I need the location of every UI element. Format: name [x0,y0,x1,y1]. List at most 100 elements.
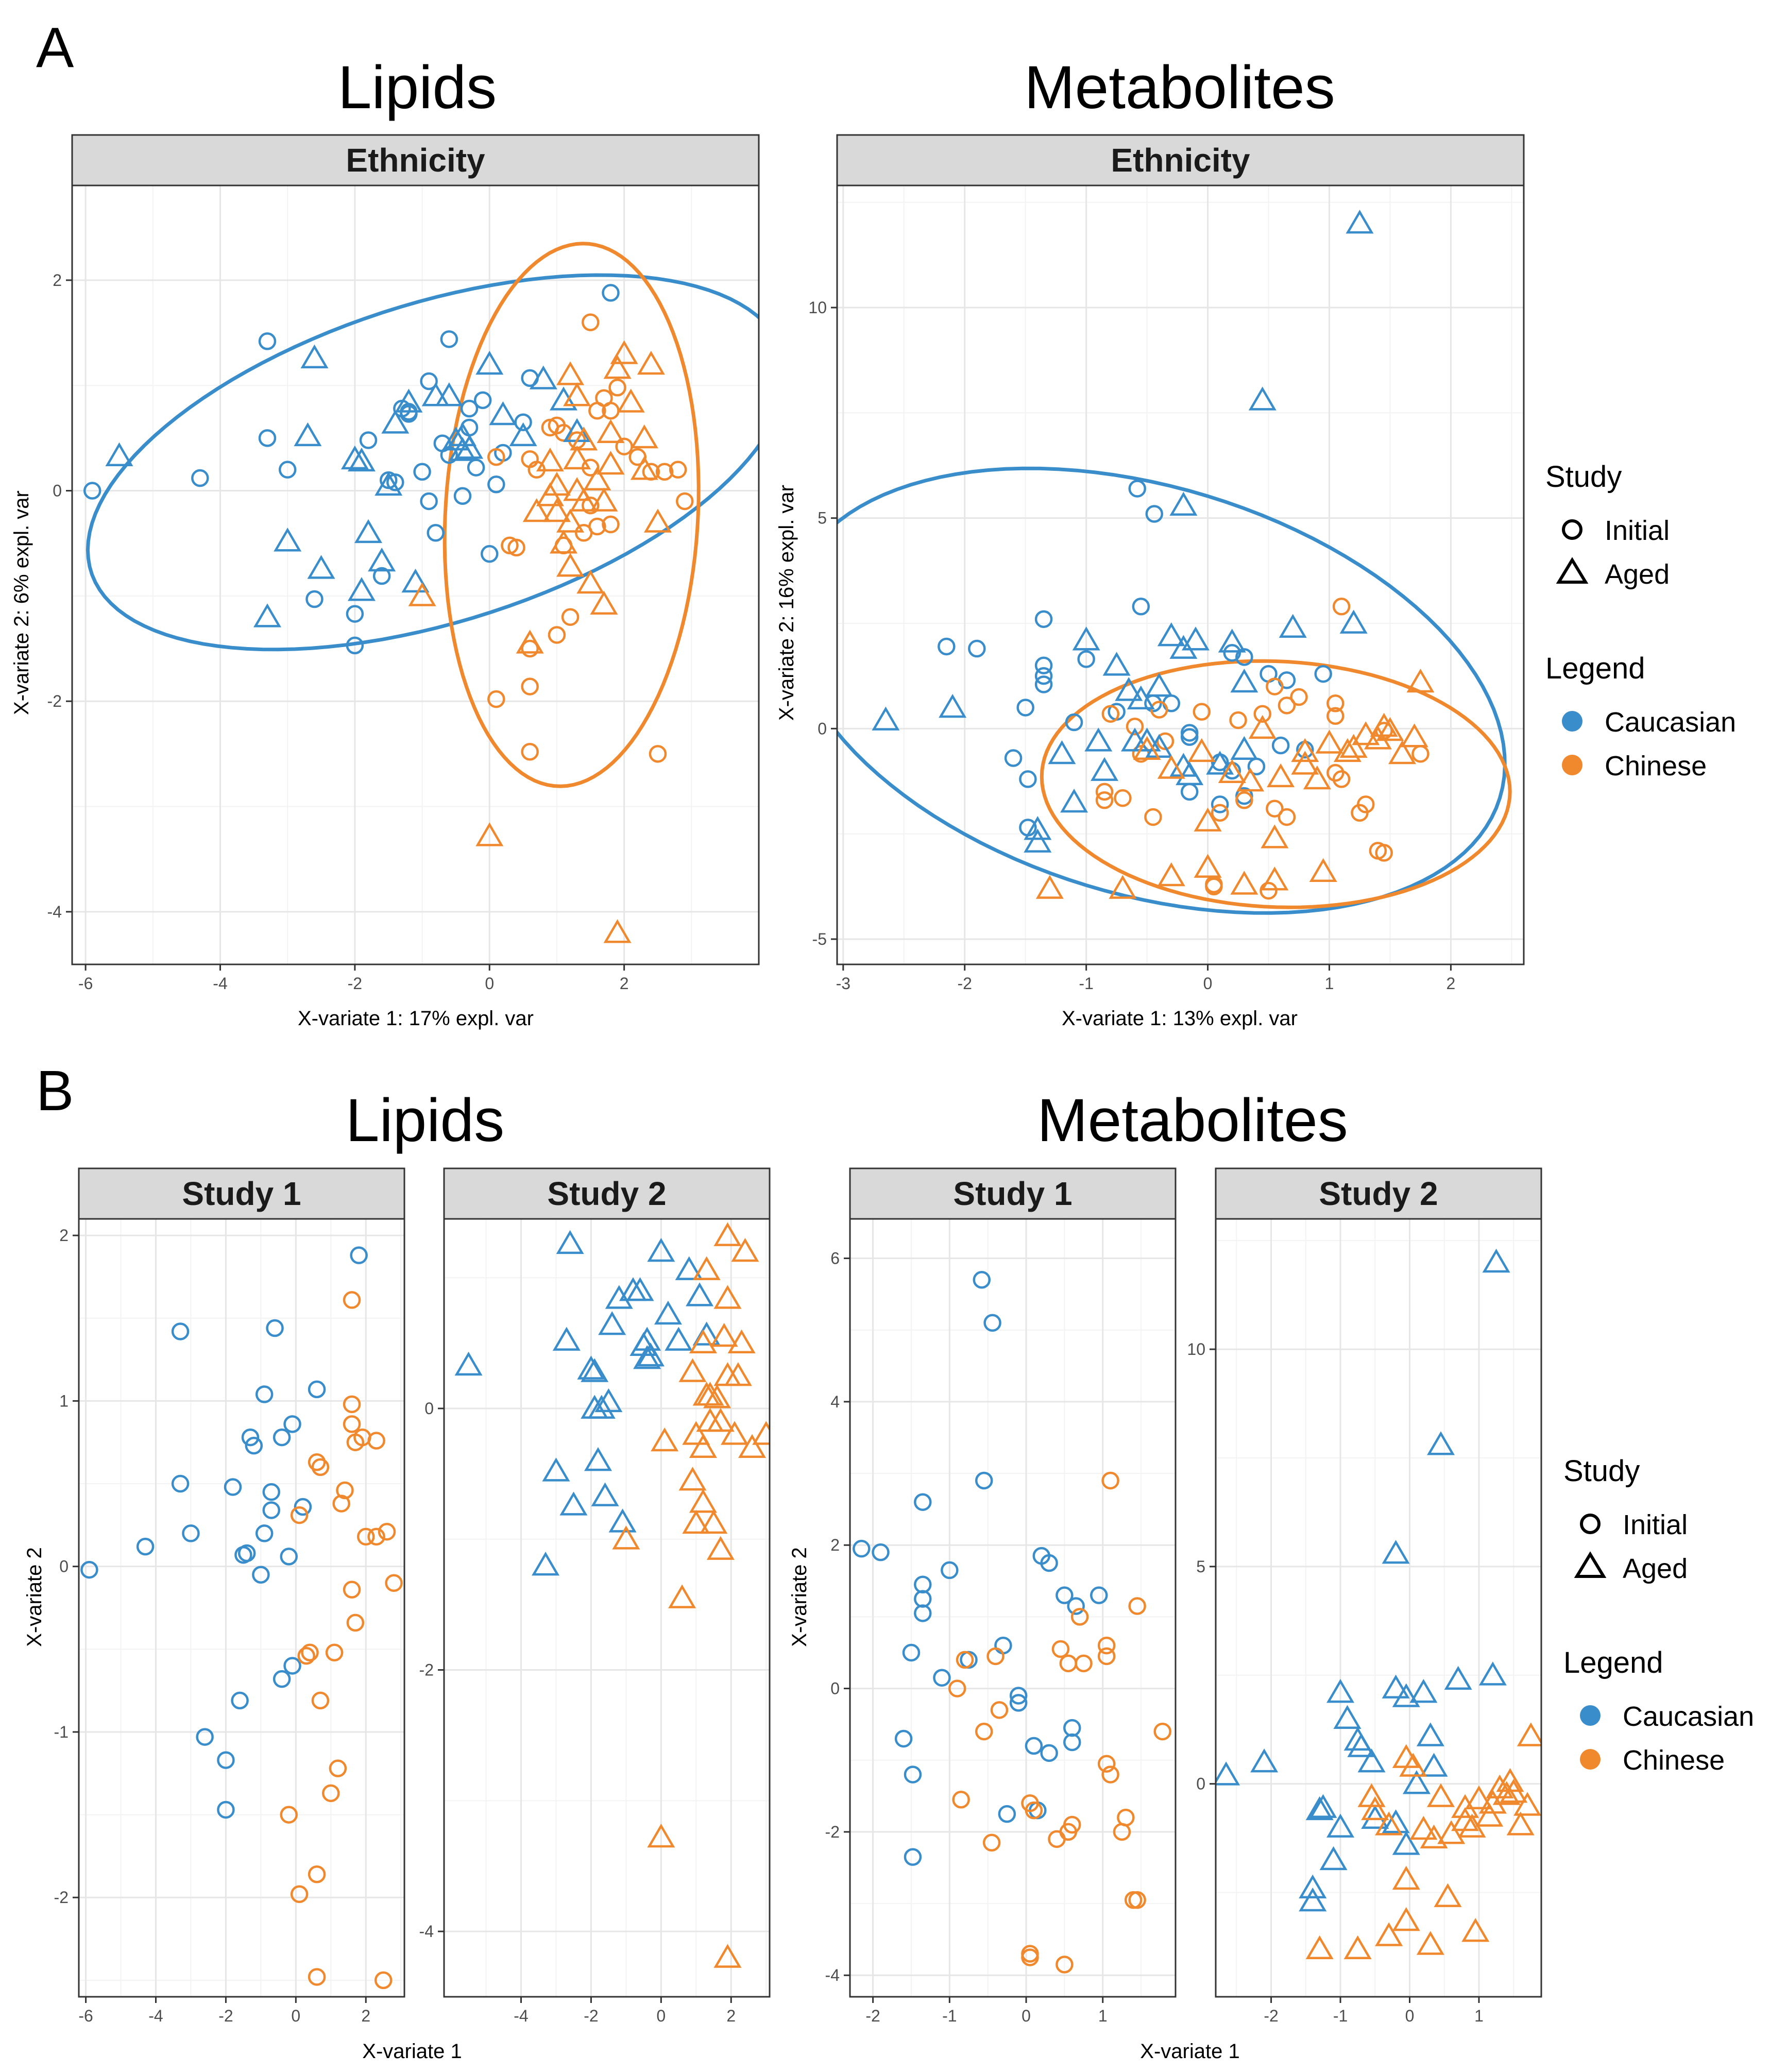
point-caucasian_aged [1346,210,1374,234]
point-chinese_initial [554,423,573,442]
point-chinese_initial [501,536,519,555]
x-tick-label: -1 [942,2007,957,2025]
point-chinese_initial [628,448,647,466]
point-chinese_aged [1035,875,1064,899]
x-tick-label: -2 [957,974,972,993]
point-chinese_aged [1267,763,1295,788]
point-caucasian_aged [1133,727,1161,752]
point-caucasian_aged [253,603,282,627]
point-chinese_initial [378,1522,396,1541]
point-caucasian_initial [973,1271,991,1289]
point-chinese_aged [1399,1753,1427,1777]
point-caucasian_initial [350,1246,368,1264]
legend-a-initial-label: Initial [1605,515,1670,546]
point-chinese_initial [1144,808,1162,826]
point-chinese_aged [1248,715,1277,739]
point-chinese_aged [612,1525,640,1550]
point-chinese_aged [1400,723,1428,748]
point-chinese_aged [597,419,625,444]
point-caucasian_initial [386,473,404,491]
point-caucasian_initial [255,1524,274,1542]
point-chinese_aged [724,1362,752,1386]
point-caucasian_initial [602,284,620,302]
point-chinese_initial [343,1415,361,1433]
point-caucasian_initial [1034,675,1053,693]
point-caucasian_initial [241,1428,260,1447]
point-chinese_initial [548,626,566,644]
x-tick-label: -4 [148,2007,163,2025]
x-tick-label: 0 [485,974,494,993]
point-caucasian_aged [455,435,484,459]
point-caucasian_aged [435,382,463,406]
point-chinese_aged [1370,712,1398,737]
point-caucasian_initial [266,1319,284,1337]
point-chinese_initial [986,1647,1005,1666]
point-chinese_initial [1097,1755,1116,1773]
plot-a-lipids: Ethnicity -6 -4 -2 0 2 -4 -2 0 2 X-variate 1: 17% … [10,134,760,1030]
point-caucasian_initial [308,1380,326,1399]
plot-background [444,1219,770,1997]
legend-a-legend-title: Legend [1545,652,1645,685]
point-caucasian_initial [1009,1694,1028,1712]
point-caucasian_initial [1132,598,1150,616]
point-caucasian_aged [532,1552,560,1576]
point-caucasian_aged [1299,1887,1327,1912]
legend-b-initial-marker [1580,1514,1601,1534]
point-caucasian_aged [1382,1809,1410,1833]
point-chinese_initial [1375,844,1393,862]
point-caucasian_aged [675,1256,703,1280]
point-chinese_aged [1236,768,1265,792]
point-caucasian_initial [1034,610,1053,629]
point-chinese_aged [603,919,632,943]
point-chinese_aged [678,1467,707,1491]
point-caucasian_aged [347,447,376,472]
point-caucasian_initial [487,475,505,494]
point-caucasian_aged [1084,727,1113,752]
point-chinese_initial [1153,1722,1171,1741]
point-chinese_initial [1101,705,1120,723]
y-tick-label: -1 [54,1723,69,1741]
point-chinese_aged [727,1329,756,1353]
point-chinese_initial [1278,697,1296,715]
point-caucasian_aged [341,445,369,470]
point-chinese_initial [343,1395,361,1414]
x-tick-label: -2 [348,974,362,993]
point-caucasian_initial [231,1691,249,1710]
point-chinese_aged [408,582,436,606]
point-caucasian_initial [217,1801,235,1819]
legend-b-aged-marker [1574,1551,1607,1578]
point-chinese_aged [689,1489,717,1513]
point-chinese_aged [1333,738,1361,762]
point-chinese_initial [280,1806,298,1824]
x-tick-label: -2 [1264,2007,1278,2025]
x-tick-label: -3 [836,974,850,993]
point-chinese_initial [325,1643,344,1661]
point-chinese_aged [1375,1922,1403,1946]
plot-background [79,1219,404,1997]
plot-background [72,185,759,964]
point-caucasian_initial [998,1805,1016,1823]
point-chinese_aged [556,553,585,577]
y-tick-label: 0 [59,1557,69,1576]
point-chinese_aged [1434,1883,1462,1907]
point-caucasian_initial [440,330,458,348]
point-caucasian_initial [346,636,364,655]
point-chinese_initial [343,1291,361,1309]
point-chinese_initial [952,1791,970,1809]
point-chinese_initial [297,1646,315,1665]
y-tick-label: 2 [830,1536,840,1554]
point-chinese_initial [329,1759,347,1777]
point-chinese_initial [1097,1636,1116,1655]
point-chinese_initial [1051,1640,1070,1658]
point-caucasian_aged [1357,1748,1386,1773]
point-chinese_aged [1376,717,1404,741]
point-caucasian_aged [1392,1683,1420,1707]
point-caucasian_initial [359,431,378,449]
ellipse-chinese [443,242,701,788]
point-caucasian_initial [217,1751,235,1769]
point-caucasian_aged [1024,828,1052,853]
strip-label: Ethnicity [1111,142,1250,179]
point-chinese_initial [336,1481,354,1500]
point-caucasian_initial [262,1501,281,1519]
panel-border [71,184,760,965]
